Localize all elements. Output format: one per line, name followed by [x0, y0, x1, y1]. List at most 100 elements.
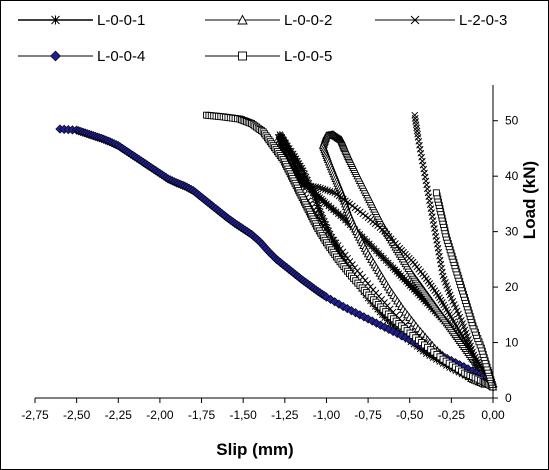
data-point — [299, 167, 307, 175]
legend-label: L-0-0-1 — [97, 12, 145, 29]
data-point — [432, 189, 440, 197]
data-point — [287, 147, 295, 155]
data-point — [285, 148, 293, 156]
data-point — [330, 239, 338, 247]
data-point — [422, 350, 430, 358]
data-point — [432, 356, 440, 364]
x-tick-label: 0,00 — [481, 408, 505, 422]
data-point — [339, 248, 347, 256]
data-point — [341, 251, 349, 259]
data-point — [326, 187, 334, 195]
legend-label: L-0-0-4 — [97, 48, 145, 65]
legend-label: L-0-0-2 — [284, 12, 332, 29]
data-point — [294, 169, 302, 177]
y-tick-label: 10 — [505, 336, 519, 350]
data-point — [314, 201, 322, 209]
data-point — [294, 167, 302, 175]
data-point — [324, 187, 331, 194]
data-point — [411, 111, 419, 119]
data-point — [310, 192, 318, 200]
legend-item-L-0-0-5: L-0-0-5 — [205, 48, 332, 65]
legend-item-L-2-0-3: L-2-0-3 — [375, 12, 507, 29]
data-point — [344, 254, 351, 262]
x-tick-label: -2,00 — [146, 408, 174, 422]
x-tick-label: -1,75 — [188, 408, 216, 422]
data-point — [287, 153, 295, 161]
data-point — [290, 160, 298, 168]
x-tick-label: -0,25 — [438, 408, 466, 422]
data-point — [333, 244, 341, 252]
y-tick-label: 20 — [505, 280, 519, 294]
data-point — [292, 155, 300, 163]
data-point — [292, 163, 300, 171]
data-point — [329, 188, 336, 196]
data-point — [298, 164, 306, 172]
y-tick-label: 40 — [505, 169, 519, 183]
data-point — [302, 173, 310, 181]
legend-marker — [238, 51, 247, 61]
y-axis-title: Load (kN) — [520, 161, 539, 239]
data-point — [292, 164, 300, 172]
data-point — [308, 186, 316, 194]
data-point — [321, 186, 329, 194]
data-point — [276, 131, 284, 139]
data-point — [282, 139, 290, 147]
x-tick-label: -0,50 — [396, 408, 424, 422]
data-point — [426, 352, 434, 360]
legend-item-L-0-0-4: L-0-0-4 — [18, 48, 145, 65]
y-tick-label: 50 — [505, 114, 519, 128]
legend-marker — [51, 15, 60, 25]
x-tick-label: -2,25 — [105, 408, 133, 422]
x-tick-label: -2,75 — [21, 408, 49, 422]
data-point — [289, 150, 297, 158]
x-axis-title: Slip (mm) — [216, 440, 293, 459]
x-tick-label: -0,75 — [354, 408, 382, 422]
data-point — [334, 242, 342, 249]
data-point — [337, 245, 344, 253]
legend-item-L-0-0-2: L-0-0-2 — [205, 12, 332, 29]
data-point — [309, 189, 317, 197]
data-point — [419, 347, 427, 355]
data-point — [291, 152, 299, 160]
data-point — [346, 257, 354, 265]
data-point — [293, 157, 301, 165]
legend-marker — [410, 15, 420, 25]
legend-marker — [237, 14, 248, 25]
data-point — [295, 160, 303, 168]
data-point — [289, 156, 297, 164]
data-point — [322, 221, 330, 229]
legend-label: L-2-0-3 — [459, 12, 507, 29]
x-tick-label: -1,25 — [271, 408, 299, 422]
data-point — [429, 354, 437, 362]
y-tick-label: 30 — [505, 225, 519, 239]
data-point — [312, 195, 320, 203]
data-point — [291, 161, 299, 169]
data-point — [320, 217, 328, 225]
data-point — [285, 144, 293, 152]
legend-marker — [50, 50, 61, 62]
data-point — [303, 176, 311, 184]
data-point — [349, 261, 356, 268]
data-point — [319, 214, 327, 222]
data-point — [336, 250, 344, 258]
y-tick-label: 0 — [505, 391, 512, 405]
data-point — [284, 145, 292, 153]
series-L-0-0-5 — [203, 111, 497, 391]
x-tick-label: -1,50 — [230, 408, 258, 422]
data-point — [313, 198, 321, 206]
data-point — [301, 170, 309, 178]
axes: -2,75 -2,50 -2,25 -2,00 -1,75 -1,50 -1,25 -1,00… — [21, 85, 519, 422]
data-point — [416, 345, 424, 353]
data-point — [315, 205, 323, 213]
data-point — [287, 152, 295, 160]
data-point — [332, 242, 340, 249]
legend-item-L-0-0-1: L-0-0-1 — [18, 12, 145, 29]
legend: L-0-0-1 L-0-0-2 L-2-0-3 L-0-0-4 L-0-0-5 — [18, 12, 507, 65]
data-point — [319, 185, 327, 193]
plot-area — [55, 111, 498, 392]
x-tick-label: -1,00 — [313, 408, 341, 422]
data-point — [323, 224, 331, 232]
